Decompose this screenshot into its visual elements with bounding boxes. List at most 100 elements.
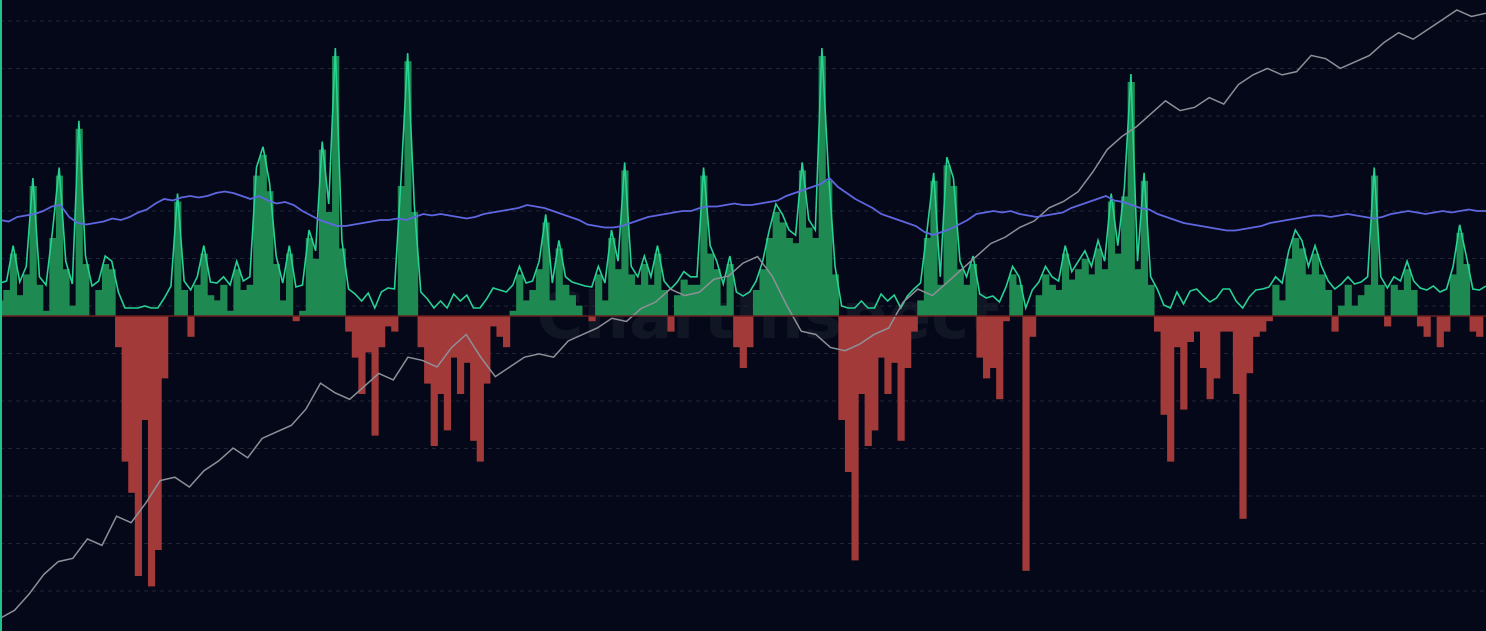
oscillator-bar [647,284,655,316]
oscillator-bar [1226,316,1234,332]
oscillator-bar [220,284,228,316]
oscillator-bar [463,316,471,363]
oscillator-bar [1167,316,1175,462]
oscillator-bar [154,316,162,550]
oscillator-bar [1469,316,1477,332]
oscillator-bar [858,316,866,394]
oscillator-bar [930,180,938,316]
oscillator-bar [141,316,149,420]
oscillator-bar [101,264,110,316]
oscillator-bar [1075,269,1083,316]
oscillator-bar [943,165,951,316]
oscillator-bar [240,290,248,316]
oscillator-bar [312,258,320,316]
oscillator-bar [1101,269,1109,316]
oscillator-bar [766,238,774,316]
oscillator-bar [1416,316,1425,327]
oscillator-bar [654,253,662,316]
oscillator-bar [1173,316,1181,348]
oscillator-bar [384,316,392,327]
oscillator-bar [391,316,399,332]
oscillator-bar [1436,316,1444,348]
oscillator-bar [424,316,432,384]
oscillator-bar [1324,290,1333,316]
oscillator-bar [956,269,964,316]
oscillator-bar [568,295,576,316]
oscillator-bar [1022,316,1030,571]
oscillator-bar [147,316,156,587]
oscillator-bar [667,316,675,332]
oscillator-bar [1292,238,1300,316]
oscillator-bar [378,316,386,348]
oscillator-bar [115,316,123,348]
oscillator-bar [759,269,767,316]
oscillator-bar [706,253,715,316]
oscillator-bar [772,212,780,316]
oscillator-bar [226,310,235,316]
oscillator-bar [351,316,359,358]
oscillator-bar [23,274,31,316]
oscillator-bar [693,284,701,316]
oscillator-bar [575,305,583,316]
oscillator-bar [1219,316,1227,332]
oscillator-bar [1364,284,1372,316]
oscillator-bar [627,274,636,316]
oscillator-bar [82,264,90,316]
oscillator-bar [1088,274,1096,316]
oscillator-bar [1311,253,1319,316]
oscillator-bar [259,154,267,316]
oscillator-bar [983,316,991,379]
oscillator-bar [1009,274,1017,316]
oscillator-bar [503,316,511,348]
oscillator-bar [134,316,142,576]
oscillator-bar [1305,274,1313,316]
oscillator-bar [936,284,945,316]
oscillator-bar [950,186,958,316]
oscillator-bar [456,316,465,394]
oscillator-bar [660,290,668,316]
oscillator-bar [1127,82,1135,316]
oscillator-bar [1153,316,1162,332]
oscillator-bar [437,316,445,394]
oscillator-bar [266,191,274,316]
oscillator-bar [332,56,340,316]
oscillator-bar [1186,316,1195,342]
oscillator-bar [1121,196,1129,316]
oscillator-bar [483,316,491,384]
oscillator-bar [1199,316,1208,368]
oscillator-bar [470,316,478,441]
oscillator-bar [49,238,57,316]
oscillator-bar [1476,316,1484,337]
oscillator-bar [213,300,221,316]
oscillator-bar [1061,253,1070,316]
oscillator-bar [812,238,820,316]
oscillator-bar [187,316,195,337]
oscillator-bar [1384,316,1392,327]
oscillator-bar [1259,316,1267,332]
oscillator-bar [29,186,37,316]
oscillator-bar [1029,316,1037,337]
oscillator-bar [673,295,682,316]
oscillator-bar [128,316,136,493]
oscillator-bar [1265,316,1273,322]
oscillator-bar [871,316,879,431]
oscillator-bar [542,222,550,316]
oscillator-bar [193,284,202,316]
oscillator-bar [838,316,846,420]
oscillator-bar [739,316,747,368]
oscillator-bar [1094,248,1102,316]
oscillator-bar [588,316,596,322]
oscillator-bar [1449,274,1458,316]
oscillator-bar [1239,316,1247,519]
oscillator-bar [562,284,570,316]
oscillator-bar [364,316,373,353]
oscillator-bar [174,201,182,316]
oscillator-bar [726,264,734,316]
oscillator-bar [404,61,412,317]
oscillator-bar [516,274,524,316]
oscillator-bar [200,253,208,316]
oscillator-bar [443,316,452,431]
oscillator-bar [1107,201,1116,316]
oscillator-bar [1397,290,1405,316]
